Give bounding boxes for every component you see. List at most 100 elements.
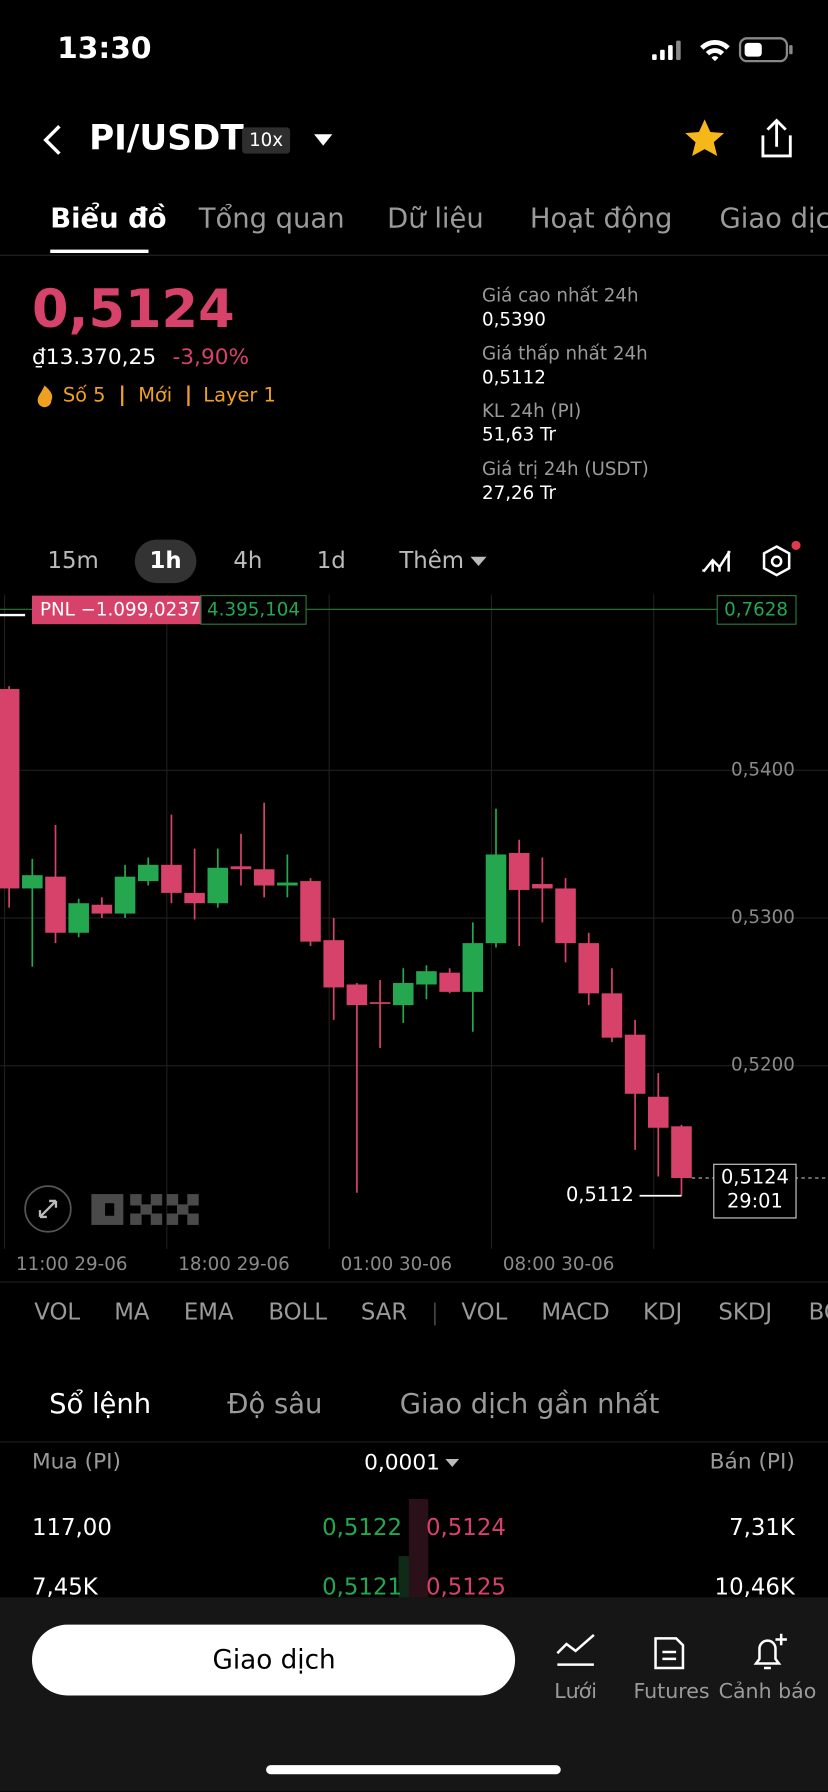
indicator[interactable]: EMA [184,1299,234,1325]
tab[interactable]: Giao dịch [720,203,828,234]
candle-body [207,867,229,904]
interval[interactable]: 15m [47,548,98,574]
clock: 13:30 [57,31,152,66]
indicator-button[interactable] [702,550,731,573]
stats: Giá cao nhất 24h 0,5390 Giá thấp nhất 24… [482,285,649,504]
nav-label[interactable]: Futures [633,1679,709,1703]
candle-body [114,876,136,914]
futures-icon[interactable] [654,1637,685,1670]
alert-icon[interactable] [753,1633,787,1670]
tab[interactable]: Biểu đồ [50,201,166,234]
indicator[interactable]: VOL [34,1299,80,1325]
orderbook-tabs: Sổ lệnh Độ sâu Giao dịch gần nhất [49,1389,660,1420]
bid-price: 0,5121 [322,1575,402,1601]
indicator[interactable]: MA [114,1299,150,1325]
indicator[interactable]: KDJ [643,1299,682,1325]
y-tick-label: 0,5200 [731,1055,795,1076]
candle-body [485,854,507,944]
buy-qty: 117,00 [32,1515,112,1541]
indicator[interactable]: VOL [461,1299,507,1325]
buy-header: Mua (PI) [32,1449,121,1474]
interval[interactable]: 4h [233,548,262,574]
bid-price: 0,5122 [322,1515,402,1541]
more-dropdown[interactable] [470,556,487,566]
stat-label: Giá cao nhất 24h [482,285,639,306]
indicator[interactable]: BOLL [809,1299,828,1325]
settings-button[interactable] [762,545,791,577]
watermark-cut [105,1203,115,1216]
indicator[interactable]: BOLL [268,1299,327,1325]
candle-body [439,972,460,992]
back-button[interactable] [43,125,61,155]
candle-body [555,888,576,944]
pair-title[interactable]: PI/USDT [89,118,244,158]
orderbook-tab[interactable]: Độ sâu [227,1389,322,1420]
stat-value: 51,63 Tr [482,425,557,446]
tags: Số 5 Mới Layer 1 [37,383,276,408]
candle-body [0,689,20,889]
candle-body [230,866,252,870]
last-price: 0,5124 [32,279,235,340]
pair-dropdown[interactable] [314,134,333,146]
position-price-badge [716,595,797,625]
home-indicator [266,1765,561,1775]
interval[interactable]: 1h [150,548,182,574]
indicator[interactable]: SKDJ [718,1299,772,1325]
price-change: -3,90% [172,345,249,370]
stat-label: Giá thấp nhất 24h [482,344,648,365]
status-icons [652,37,793,63]
candlestick-chart: 0,5400 0,5300 0,5200 11:00 29-06 18:00 29-06… [0,594,828,1275]
nav-label[interactable]: Cảnh báo [719,1679,817,1703]
precision[interactable]: 0,0001 [364,1451,440,1476]
tab-underline [50,249,149,254]
separator [187,385,190,407]
interval[interactable]: Thêm [398,548,464,574]
nav-label[interactable]: Lưới [554,1679,597,1703]
tag[interactable]: Layer 1 [203,383,276,406]
stat-label: KL 24h (PI) [482,401,581,422]
y-tick-label: 0,5300 [731,907,795,928]
precision-dropdown[interactable] [445,1459,460,1468]
candle-body [323,940,344,988]
candle-body [601,993,623,1038]
indicator-tabs: VOL MA EMA BOLL SAR VOL MACD KDJ SKDJ BO… [34,1299,828,1326]
tag[interactable]: Mới [138,383,172,406]
buy-qty: 7,45K [32,1575,99,1601]
low-marker-label: 0,5112 [566,1183,634,1206]
grid-icon[interactable] [556,1633,595,1666]
intervals: 15m 1h 4h 1d Thêm [47,548,464,574]
orderbook-tab[interactable]: Giao dịch gần nhất [400,1389,660,1420]
interval[interactable]: 1d [317,548,346,574]
fullscreen-button[interactable] [24,1185,72,1233]
favorite-star[interactable] [685,119,725,156]
indicator[interactable]: SAR [361,1299,408,1325]
fire-icon [37,385,53,408]
candle-body [68,903,89,933]
candle-body [624,1034,646,1094]
stat-value: 0,5390 [482,309,546,330]
x-tick-label: 08:00 30-06 [503,1254,615,1275]
candle-body [369,1002,391,1004]
indicator[interactable]: MACD [541,1299,609,1325]
candle-body [277,882,298,886]
share-button[interactable] [761,118,792,158]
tab[interactable]: Hoạt động [530,203,672,234]
candle-body [300,881,321,942]
ask-price: 0,5125 [426,1575,506,1601]
separator [433,1302,436,1326]
pnl-label: PNL −1.099,0237 [40,599,201,620]
tag[interactable]: Số 5 [63,383,106,406]
ask-price: 0,5124 [426,1515,506,1541]
trade-button[interactable] [31,1624,516,1696]
tab[interactable]: Dữ liệu [387,203,484,234]
leverage-badge [242,127,291,154]
last-price-label: 0,5124 [721,1165,789,1188]
sell-qty: 7,31K [729,1515,796,1541]
tab[interactable]: Tổng quan [198,203,345,234]
fullscreen-icon [38,1199,58,1219]
position-price: 0,7628 [724,599,788,620]
orderbook-tab[interactable]: Sổ lệnh [49,1389,151,1420]
candle-body [91,904,113,914]
